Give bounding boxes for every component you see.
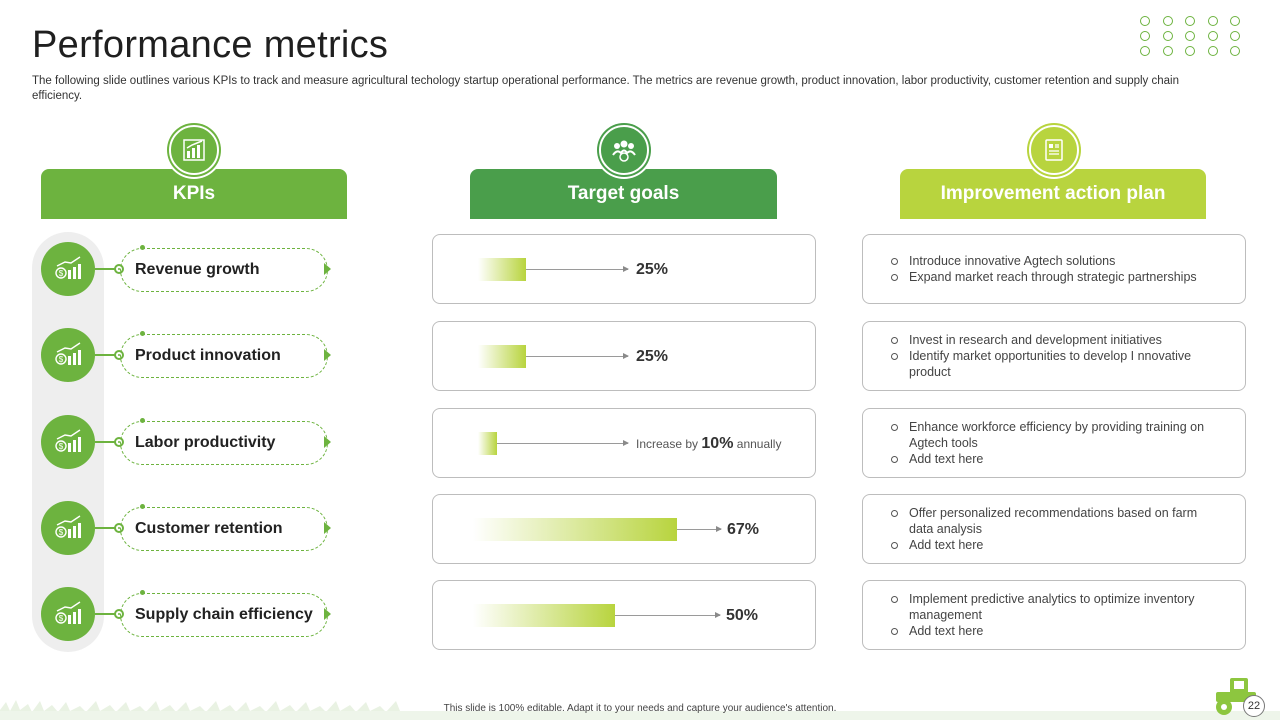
plan-card: Implement predictive analytics to optimi… (862, 580, 1246, 650)
arrow-icon (677, 526, 722, 532)
plan-card: Offer personalized recommendations based… (862, 494, 1246, 564)
arrow-icon (526, 353, 629, 359)
plan-item: Offer personalized recommendations based… (891, 505, 1217, 537)
plan-list: Enhance workforce efficiency by providin… (891, 409, 1217, 477)
plan-item: Add text here (891, 537, 1217, 553)
kpi-label: Customer retention (135, 520, 283, 537)
goal-card: 25% (432, 321, 816, 391)
goal-bar (478, 345, 526, 368)
money-growth-icon: $ (41, 415, 95, 469)
goal-bar (478, 432, 497, 455)
svg-text:$: $ (59, 528, 64, 537)
plan-item: Add text here (891, 623, 1217, 639)
plan-list: Offer personalized recommendations based… (891, 495, 1217, 563)
kpi-item: Revenue growth (120, 248, 328, 292)
goal-suffix: annually (736, 437, 782, 451)
plan-item: Introduce innovative Agtech solutions (891, 253, 1217, 269)
plan-item: Expand market reach through strategic pa… (891, 269, 1217, 285)
svg-text:$: $ (59, 614, 64, 623)
kpis-header-label: KPIs (172, 183, 216, 204)
goal-bar (473, 604, 615, 627)
plan-item: Identify market opportunities to develop… (891, 348, 1217, 380)
team-icon (595, 121, 653, 179)
goal-value: 67% (727, 521, 760, 538)
money-growth-icon: $ (41, 587, 95, 641)
plan-list: Introduce innovative Agtech solutions Ex… (891, 235, 1217, 303)
arrow-icon (615, 612, 721, 618)
page-subtitle: The following slide outlines various KPI… (32, 75, 1179, 102)
goal-bar (478, 258, 526, 281)
kpi-label: Revenue growth (135, 261, 260, 278)
plan-list: Implement predictive analytics to optimi… (891, 581, 1217, 649)
money-growth-icon: $ (41, 242, 95, 296)
goal-card: 25% (432, 234, 816, 304)
kpi-label: Supply chain efficiency (135, 606, 313, 623)
footer-note: This slide is 100% editable. Adapt it to… (443, 703, 837, 714)
goal-value: 50% (726, 607, 759, 624)
svg-text:$: $ (59, 355, 64, 364)
goal-text: Increase by 10% annually (636, 435, 781, 453)
plan-card: Introduce innovative Agtech solutions Ex… (862, 234, 1246, 304)
plan-header-label: Improvement action plan (940, 183, 1166, 204)
plan-item: Implement predictive analytics to optimi… (891, 591, 1217, 623)
kpi-item: Customer retention (120, 507, 328, 551)
svg-text:$: $ (59, 269, 64, 278)
goal-prefix: Increase by (636, 437, 699, 451)
kpi-item: Supply chain efficiency (120, 593, 328, 637)
goal-card: 67% (432, 494, 816, 564)
goal-value: 10% (701, 435, 734, 452)
document-icon (1025, 121, 1083, 179)
plan-list: Invest in research and development initi… (891, 322, 1217, 390)
goal-value: 25% (636, 261, 669, 278)
arrow-icon (526, 266, 629, 272)
plan-card: Enhance workforce efficiency by providin… (862, 408, 1246, 478)
goals-header-label: Target goals (567, 183, 680, 204)
grass-decoration (0, 700, 1280, 720)
kpi-label: Labor productivity (135, 434, 276, 451)
goal-value: 25% (636, 348, 669, 365)
plan-item: Enhance workforce efficiency by providin… (891, 419, 1217, 451)
plan-item: Add text here (891, 451, 1217, 467)
kpi-label: Product innovation (135, 347, 281, 364)
plan-header: Improvement action plan (900, 169, 1206, 219)
bar-chart-icon (165, 121, 223, 179)
plan-card: Invest in research and development initi… (862, 321, 1246, 391)
goal-bar (473, 518, 677, 541)
decorative-dots (1140, 16, 1250, 56)
goal-card: 50% (432, 580, 816, 650)
page-number: 22 (1243, 695, 1265, 717)
page-title: Performance metrics (32, 24, 389, 66)
arrow-icon (497, 440, 629, 446)
goal-card: Increase by 10% annually (432, 408, 816, 478)
kpi-item: Labor productivity (120, 421, 328, 465)
svg-text:$: $ (59, 442, 64, 451)
money-growth-icon: $ (41, 501, 95, 555)
money-growth-icon: $ (41, 328, 95, 382)
plan-item: Invest in research and development initi… (891, 332, 1217, 348)
kpi-item: Product innovation (120, 334, 328, 378)
